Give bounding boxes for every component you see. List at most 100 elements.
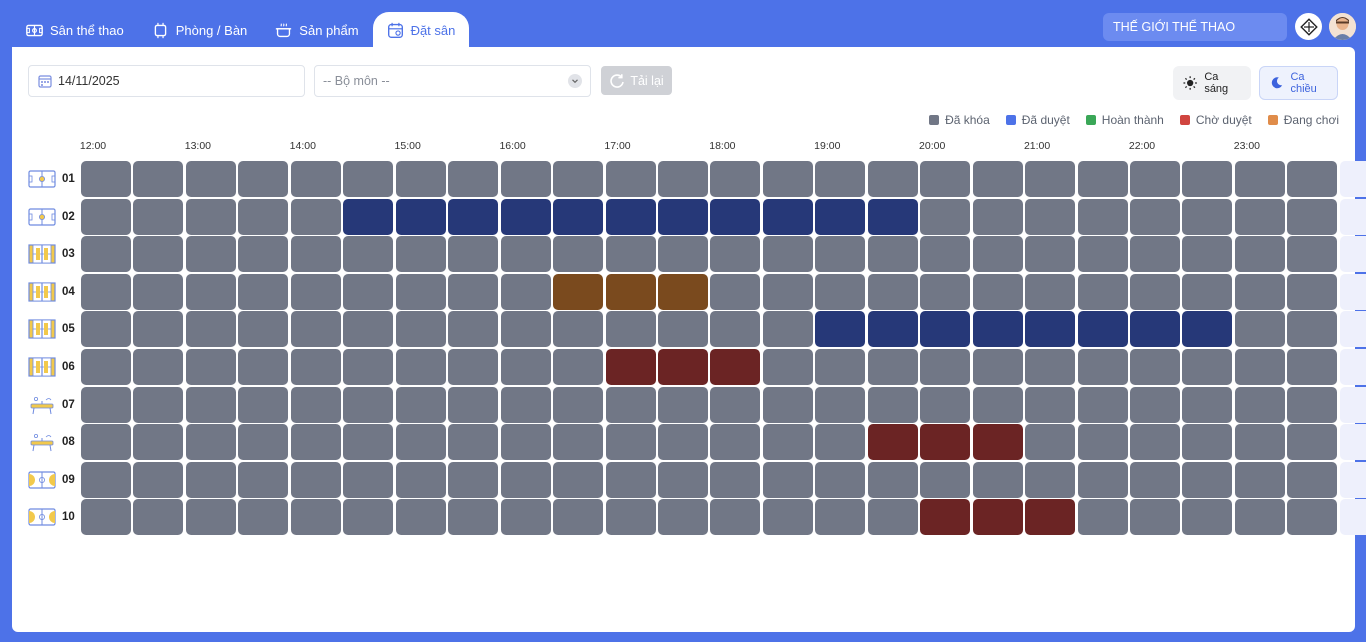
booking-slot-cell[interactable] — [1025, 198, 1076, 235]
booking-slot-cell[interactable] — [815, 386, 866, 423]
booking-slot-cell[interactable] — [815, 311, 866, 348]
booking-slot-cell[interactable] — [1287, 273, 1338, 310]
booking-slot-cell[interactable] — [553, 311, 604, 348]
booking-slot-cell[interactable] — [605, 499, 656, 536]
booking-slot-cell[interactable] — [972, 161, 1023, 197]
booking-slot-cell[interactable] — [133, 161, 184, 197]
booking-slot-cell[interactable] — [81, 198, 131, 235]
booking-slot-cell[interactable] — [1077, 161, 1128, 197]
booking-slot-cell[interactable] — [605, 386, 656, 423]
booking-slot-cell[interactable] — [1234, 273, 1285, 310]
booking-slot-cell[interactable] — [605, 349, 656, 385]
booking-slot-cell[interactable] — [343, 236, 394, 273]
booking-slot-cell[interactable] — [1025, 461, 1076, 498]
booking-slot-cell[interactable] — [1339, 198, 1366, 235]
booking-slot-cell[interactable] — [1025, 236, 1076, 273]
booking-slot-cell[interactable] — [605, 198, 656, 235]
booking-slot-cell[interactable] — [1234, 424, 1285, 461]
booking-slot-cell[interactable] — [133, 349, 184, 385]
booking-slot-cell[interactable] — [1339, 311, 1366, 348]
booking-slot-cell[interactable] — [972, 311, 1023, 348]
booking-slot-cell[interactable] — [1025, 311, 1076, 348]
booking-slot-cell[interactable] — [448, 236, 499, 273]
booking-slot-cell[interactable] — [290, 461, 341, 498]
booking-slot-cell[interactable] — [448, 461, 499, 498]
booking-slot-cell[interactable] — [657, 198, 708, 235]
booking-slot-cell[interactable] — [238, 499, 289, 536]
booking-slot-cell[interactable] — [553, 198, 604, 235]
booking-slot-cell[interactable] — [1287, 236, 1338, 273]
booking-slot-cell[interactable] — [1025, 349, 1076, 385]
booking-slot-cell[interactable] — [553, 499, 604, 536]
booking-slot-cell[interactable] — [81, 349, 131, 385]
booking-slot-cell[interactable] — [1182, 424, 1233, 461]
booking-slot-cell[interactable] — [867, 236, 918, 273]
booking-slot-cell[interactable] — [290, 499, 341, 536]
booking-slot-cell[interactable] — [238, 236, 289, 273]
booking-slot-cell[interactable] — [133, 461, 184, 498]
booking-slot-cell[interactable] — [815, 198, 866, 235]
booking-slot-cell[interactable] — [867, 386, 918, 423]
booking-slot-cell[interactable] — [1287, 161, 1338, 197]
booking-slot-cell[interactable] — [920, 198, 971, 235]
booking-slot-cell[interactable] — [1130, 461, 1180, 498]
booking-slot-cell[interactable] — [133, 236, 184, 273]
booking-slot-cell[interactable] — [605, 424, 656, 461]
booking-slot-cell[interactable] — [290, 386, 341, 423]
user-avatar[interactable] — [1329, 13, 1356, 40]
booking-slot-cell[interactable] — [710, 161, 761, 197]
booking-slot-cell[interactable] — [238, 461, 289, 498]
booking-slot-cell[interactable] — [133, 499, 184, 536]
booking-slot-cell[interactable] — [185, 461, 236, 498]
booking-slot-cell[interactable] — [867, 499, 918, 536]
tab-booking[interactable]: Đặt sân — [372, 12, 470, 48]
booking-slot-cell[interactable] — [238, 349, 289, 385]
booking-slot-cell[interactable] — [81, 273, 131, 310]
booking-slot-cell[interactable] — [500, 461, 551, 498]
booking-slot-cell[interactable] — [1287, 461, 1338, 498]
booking-slot-cell[interactable] — [500, 349, 551, 385]
booking-slot-cell[interactable] — [1339, 273, 1366, 310]
booking-slot-cell[interactable] — [710, 198, 761, 235]
booking-slot-cell[interactable] — [1339, 349, 1366, 385]
booking-slot-cell[interactable] — [762, 461, 813, 498]
shift-morning-button[interactable]: Ca sáng — [1173, 66, 1251, 100]
booking-slot-cell[interactable] — [815, 161, 866, 197]
booking-slot-cell[interactable] — [1130, 386, 1180, 423]
booking-slot-cell[interactable] — [290, 424, 341, 461]
date-picker[interactable]: 14/11/2025 — [28, 65, 305, 97]
booking-slot-cell[interactable] — [1182, 461, 1233, 498]
booking-slot-cell[interactable] — [290, 236, 341, 273]
booking-slot-cell[interactable] — [920, 386, 971, 423]
booking-slot-cell[interactable] — [1182, 273, 1233, 310]
booking-slot-cell[interactable] — [1234, 198, 1285, 235]
booking-slot-cell[interactable] — [81, 499, 131, 536]
booking-slot-cell[interactable] — [238, 198, 289, 235]
booking-slot-cell[interactable] — [1182, 198, 1233, 235]
tab-rooms-tables[interactable]: Phòng / Bàn — [138, 12, 262, 48]
booking-slot-cell[interactable] — [1130, 499, 1180, 536]
booking-slot-cell[interactable] — [185, 424, 236, 461]
booking-slot-cell[interactable] — [972, 349, 1023, 385]
booking-slot-cell[interactable] — [343, 311, 394, 348]
booking-slot-cell[interactable] — [448, 424, 499, 461]
booking-slot-cell[interactable] — [185, 273, 236, 310]
booking-slot-cell[interactable] — [657, 236, 708, 273]
reload-button[interactable]: Tải lại — [601, 66, 672, 95]
booking-slot-cell[interactable] — [290, 311, 341, 348]
booking-slot-cell[interactable] — [1077, 461, 1128, 498]
booking-slot-cell[interactable] — [238, 386, 289, 423]
booking-slot-cell[interactable] — [605, 161, 656, 197]
booking-slot-cell[interactable] — [553, 461, 604, 498]
venue-name-box[interactable]: THẾ GIỚI THỂ THAO — [1103, 13, 1287, 41]
booking-slot-cell[interactable] — [1077, 424, 1128, 461]
shift-afternoon-button[interactable]: Ca chiều — [1259, 66, 1338, 100]
booking-slot-cell[interactable] — [1077, 311, 1128, 348]
booking-slot-cell[interactable] — [657, 461, 708, 498]
booking-slot-cell[interactable] — [710, 311, 761, 348]
booking-slot-cell[interactable] — [448, 273, 499, 310]
booking-slot-cell[interactable] — [657, 349, 708, 385]
booking-slot-cell[interactable] — [448, 499, 499, 536]
booking-slot-cell[interactable] — [605, 461, 656, 498]
booking-slot-cell[interactable] — [1130, 311, 1180, 348]
